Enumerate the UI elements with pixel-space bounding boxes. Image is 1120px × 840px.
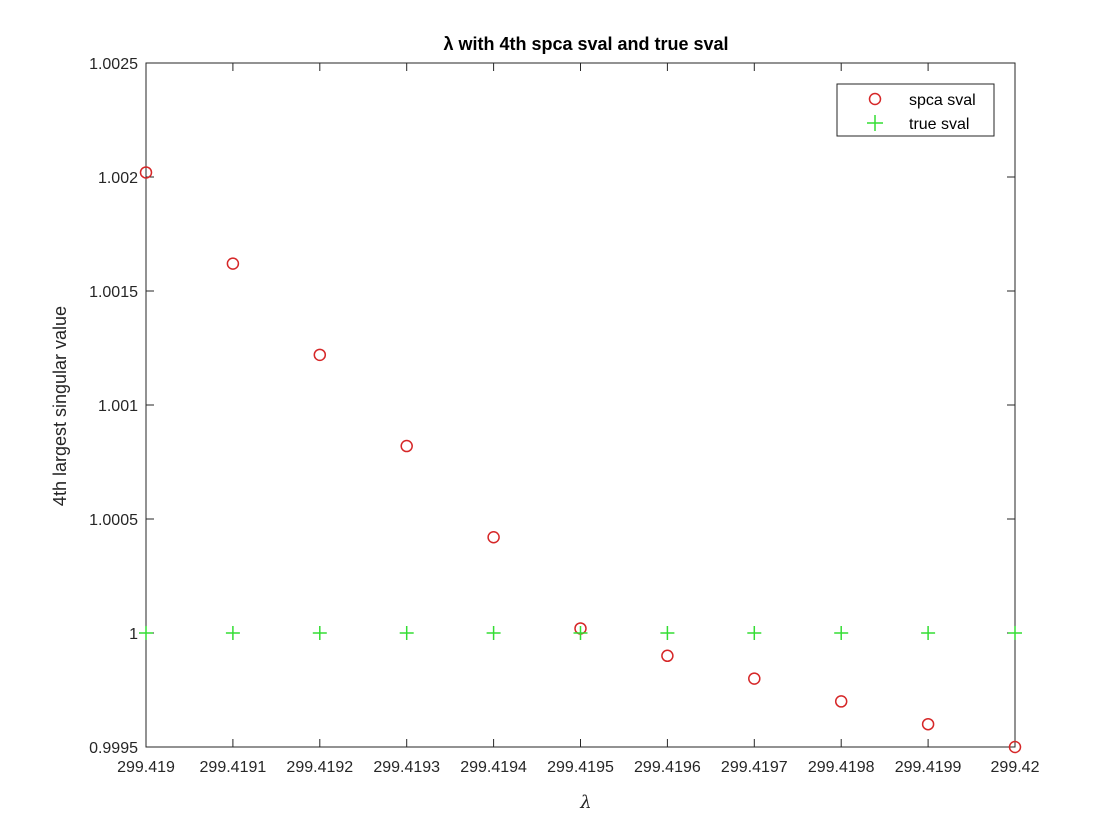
y-tick-label: 1.0025 (89, 56, 138, 73)
y-tick-label: 0.9995 (89, 740, 138, 757)
x-tick-label: 299.4198 (808, 759, 875, 776)
axes (145, 62, 1016, 748)
chart-title: λ with 4th spca sval and true sval (443, 34, 728, 54)
data-point-true-sval (139, 626, 153, 640)
x-tick-label: 299.4197 (721, 759, 788, 776)
y-tick-label: 1.001 (98, 398, 138, 415)
y-axis-title: 4th largest singular value (50, 306, 70, 506)
data-point-true-sval (312, 626, 327, 640)
data-point-true-sval (1008, 626, 1022, 640)
legend-marker-spca-sval (868, 92, 882, 106)
legend-box (836, 83, 995, 137)
x-tick-label: 299.419 (117, 759, 175, 776)
data-points (139, 166, 1022, 754)
data-point-spca-sval (661, 649, 674, 663)
x-tick-label: 299.4193 (373, 759, 440, 776)
y-tick-label: 1.0005 (89, 512, 138, 529)
x-tick-label: 299.4194 (460, 759, 527, 776)
data-point-true-sval (747, 626, 762, 640)
x-tick-label: 299.4191 (200, 759, 267, 776)
data-point-spca-sval (834, 695, 848, 708)
series-true-sval (139, 626, 1022, 640)
legend-label-spca-sval: spca sval (909, 92, 976, 109)
data-point-true-sval (660, 626, 675, 640)
x-axis-title: λ (579, 792, 591, 813)
data-point-true-sval (573, 626, 588, 640)
data-point-spca-sval (400, 439, 413, 453)
x-tick-label: 299.4199 (895, 759, 962, 776)
data-point-true-sval (225, 626, 240, 640)
data-point-spca-sval (921, 717, 935, 731)
data-point-spca-sval (313, 348, 327, 362)
data-point-spca-sval (487, 530, 500, 544)
y-tick-label: 1 (129, 626, 138, 643)
data-point-true-sval (921, 626, 936, 640)
y-tick-label: 1.002 (98, 170, 138, 187)
data-point-spca-sval (226, 257, 240, 270)
y-tick-label: 1.0015 (89, 284, 138, 301)
x-tick-label: 299.4192 (286, 759, 353, 776)
series-spca-sval (139, 166, 1022, 754)
tick-labels: 299.419 299.4191 299.4192 299.4193 299.4194 2… (89, 56, 1040, 776)
data-point-spca-sval (748, 672, 761, 685)
legend-label-true-sval: true sval (909, 116, 969, 133)
data-point-true-sval (486, 626, 501, 640)
x-tick-label: 299.42 (991, 759, 1040, 776)
x-tick-label: 299.4195 (547, 759, 614, 776)
legend-marker-true-sval (867, 115, 883, 131)
data-point-spca-sval (139, 166, 153, 179)
data-point-spca-sval (1008, 740, 1022, 754)
x-tick-label: 299.4196 (634, 759, 701, 776)
legend: spca sval true sval (836, 83, 995, 137)
data-point-true-sval (399, 626, 414, 640)
data-point-true-sval (834, 626, 849, 640)
